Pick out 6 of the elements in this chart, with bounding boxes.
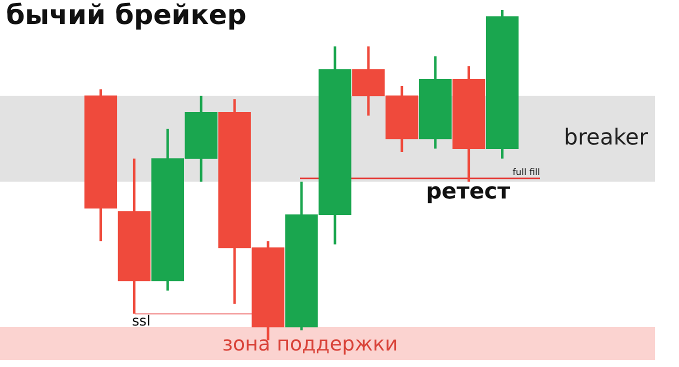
ref-line-label: full fill	[512, 168, 540, 178]
band-label: breaker	[564, 125, 649, 150]
annotation: ретест	[426, 180, 510, 205]
chart-title: бычий брейкер	[6, 0, 246, 31]
ref-line-label: ssl	[132, 313, 150, 330]
band-label: зона поддержки	[222, 332, 398, 356]
